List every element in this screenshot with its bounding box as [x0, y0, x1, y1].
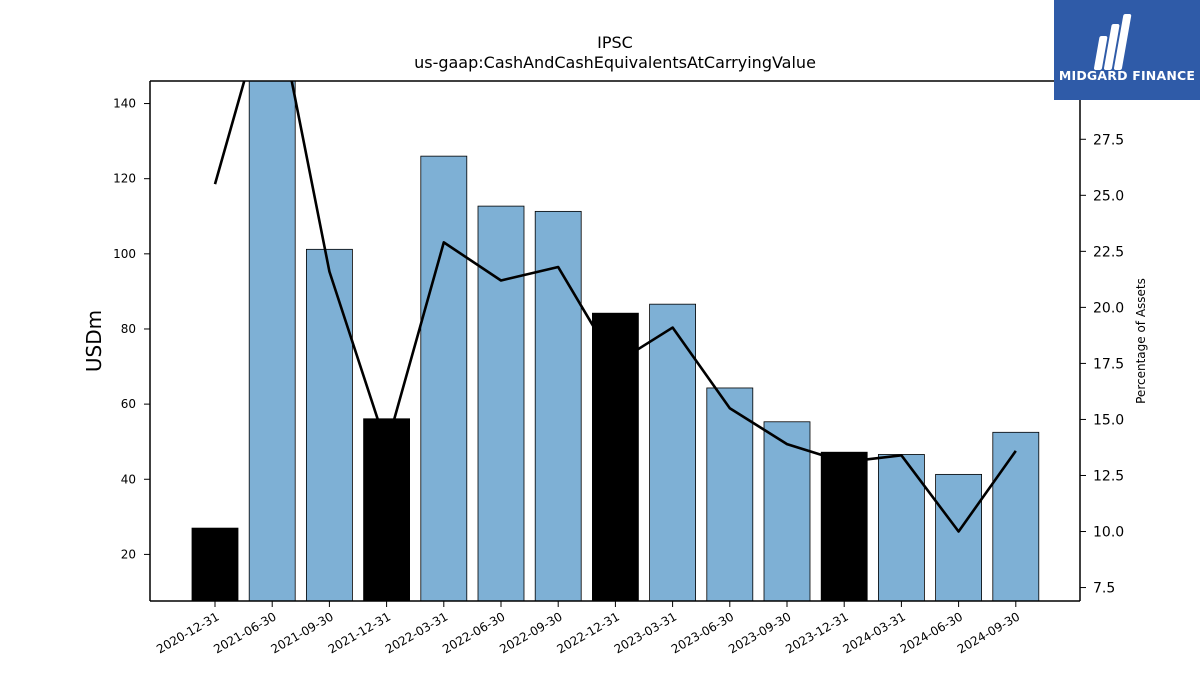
x-tick-label-2023-06-30: 2023-06-30: [669, 609, 736, 656]
bar-2023-06-30: [706, 387, 754, 601]
bar-2024-03-31: [878, 454, 925, 601]
y-tick-label-40: 40: [121, 472, 136, 486]
bar-2020-12-31: [191, 527, 239, 601]
y2-tick-label-12.5: 12.5: [1093, 468, 1124, 484]
plot-area: 20 40 60 80 100 120 140 7.5 10.0 12.5 15.0 17.5 20.0…: [113, 80, 1124, 656]
x-tick-label-2021-06-30: 2021-06-30: [211, 609, 278, 656]
x-tick-label-2024-03-31: 2024-03-31: [840, 609, 907, 656]
y-tick-label-100: 100: [113, 247, 136, 261]
x-tick-label-2022-09-30: 2022-09-30: [497, 609, 564, 656]
y2-tick-label-25.0: 25.0: [1093, 188, 1124, 204]
logo-text: MIDGARD FINANCE: [1058, 68, 1196, 83]
bar-2024-09-30: [992, 431, 1040, 601]
x-tick-label-2024-06-30: 2024-06-30: [898, 609, 965, 656]
y-tick-label-80: 80: [121, 322, 136, 336]
y2-tick-label-27.5: 27.5: [1093, 132, 1124, 148]
y-tick-label-60: 60: [121, 397, 136, 411]
x-tick-label-2023-09-30: 2023-09-30: [726, 609, 793, 656]
x-tick-label-2023-03-31: 2023-03-31: [612, 609, 679, 656]
y2-tick-label-22.5: 22.5: [1093, 244, 1124, 260]
bar-2021-06-30: [248, 81, 296, 601]
y-axis-label: USDm: [82, 310, 106, 372]
chart-subtitle: us-gaap:CashAndCashEquivalentsAtCarrying…: [414, 53, 816, 72]
y2-tick-label-15.0: 15.0: [1093, 412, 1124, 428]
bar-2023-12-31: [820, 451, 868, 601]
x-tick-label-2023-12-31: 2023-12-31: [783, 609, 850, 656]
bar-2022-12-31: [592, 312, 639, 601]
y2-tick-label-20.0: 20.0: [1093, 300, 1124, 316]
x-tick-label-2021-12-31: 2021-12-31: [326, 609, 393, 656]
y2-tick-label-7.5: 7.5: [1093, 581, 1115, 597]
bar-2021-12-31: [363, 418, 411, 601]
y-tick-label-140: 140: [113, 97, 136, 111]
bar-2021-09-30: [305, 248, 353, 601]
x-tick-label-2022-12-31: 2022-12-31: [554, 609, 621, 656]
y2-tick-label-10.0: 10.0: [1093, 525, 1124, 541]
y-tick-label-20: 20: [121, 547, 136, 561]
bar-2022-03-31: [420, 155, 468, 601]
y2-tick-label-17.5: 17.5: [1093, 356, 1124, 372]
x-tick-label-2024-09-30: 2024-09-30: [955, 609, 1022, 656]
x-tick-label-2022-03-31: 2022-03-31: [383, 609, 450, 656]
logo-mark-icon: [1093, 14, 1132, 70]
line-series-percentage: [213, 81, 1017, 533]
plot-content: [191, 81, 1040, 601]
x-tick-label-2020-12-31: 2020-12-31: [154, 609, 221, 656]
bar-2024-06-30: [935, 473, 982, 601]
x-tick-label-2022-06-30: 2022-06-30: [440, 609, 507, 656]
y2-axis-label: Percentage of Assets: [1134, 278, 1148, 404]
bar-2022-09-30: [534, 210, 582, 601]
chart-title: IPSC: [597, 33, 633, 52]
y-tick-label-120: 120: [113, 172, 136, 186]
bar-2023-09-30: [763, 421, 811, 601]
x-tick-label-2021-09-30: 2021-09-30: [268, 609, 335, 656]
bar-2023-03-31: [649, 303, 696, 601]
brand-logo: MIDGARD FINANCE: [1054, 0, 1200, 100]
bar-2022-06-30: [477, 205, 525, 601]
